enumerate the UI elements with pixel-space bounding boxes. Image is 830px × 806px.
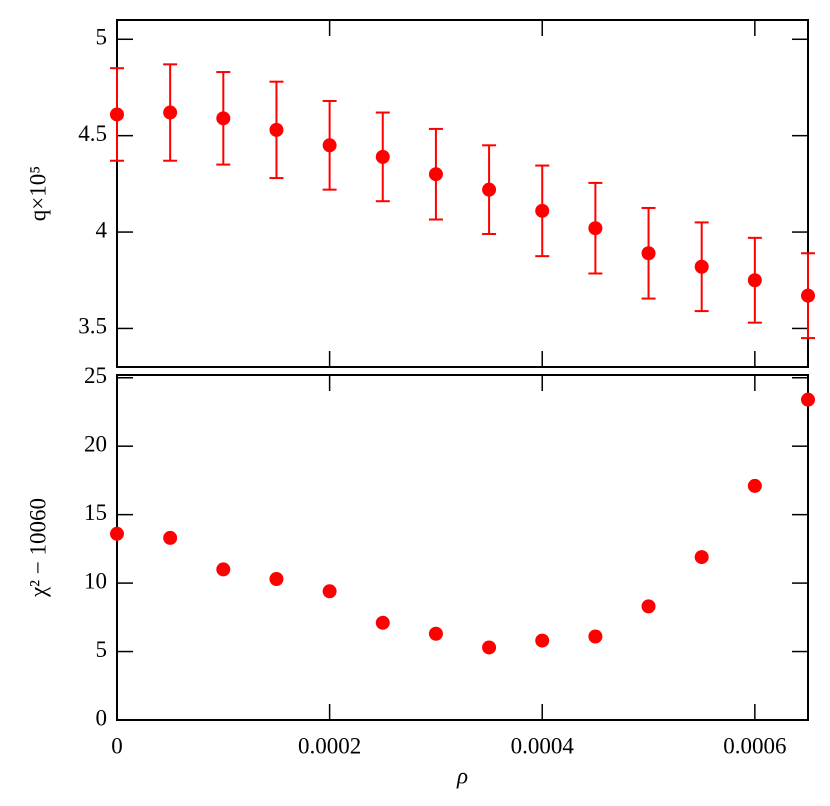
point [801, 288, 815, 303]
y-tick-label: 5 [96, 637, 108, 662]
bottom-frame [116, 374, 809, 721]
point [428, 626, 443, 641]
point [110, 526, 124, 541]
y-tick-label: 10 [84, 568, 107, 593]
point [641, 246, 656, 261]
point [482, 182, 497, 197]
point [216, 111, 231, 126]
point [216, 562, 231, 577]
y-tick-label: 20 [84, 431, 107, 456]
point [163, 105, 178, 120]
y-tick-label: 15 [84, 500, 107, 525]
y-tick-label: 25 [84, 363, 107, 388]
point [747, 273, 762, 288]
point [322, 138, 337, 153]
x-axis-label: ρ [456, 763, 468, 788]
y-tick-label: 4 [96, 217, 108, 242]
point [375, 615, 390, 630]
x-tick-label: 0.0002 [298, 733, 361, 758]
point [588, 629, 603, 644]
point [535, 203, 550, 218]
point [694, 550, 709, 565]
x-tick-label: 0.0004 [511, 733, 575, 758]
y-tick-label: 4.5 [78, 121, 107, 146]
point [322, 584, 337, 599]
point [694, 259, 709, 274]
point [110, 107, 124, 122]
point [163, 530, 178, 545]
y-tick-label: 0 [96, 705, 108, 730]
point [801, 392, 815, 407]
point [269, 122, 284, 137]
point [747, 478, 762, 493]
y-tick-label: 3.5 [78, 314, 107, 339]
point [428, 167, 443, 182]
point [641, 599, 656, 614]
x-tick-label: 0.0006 [723, 733, 786, 758]
x-tick-label: 0 [111, 733, 123, 758]
top-frame [116, 19, 809, 368]
point [535, 633, 550, 648]
point [588, 221, 603, 236]
y-axis-label: χ² − 10060 [25, 498, 50, 598]
point [269, 571, 284, 586]
point [375, 149, 390, 164]
y-axis-label: q×10⁵ [25, 166, 50, 222]
point [482, 640, 497, 655]
y-tick-label: 5 [96, 25, 108, 50]
